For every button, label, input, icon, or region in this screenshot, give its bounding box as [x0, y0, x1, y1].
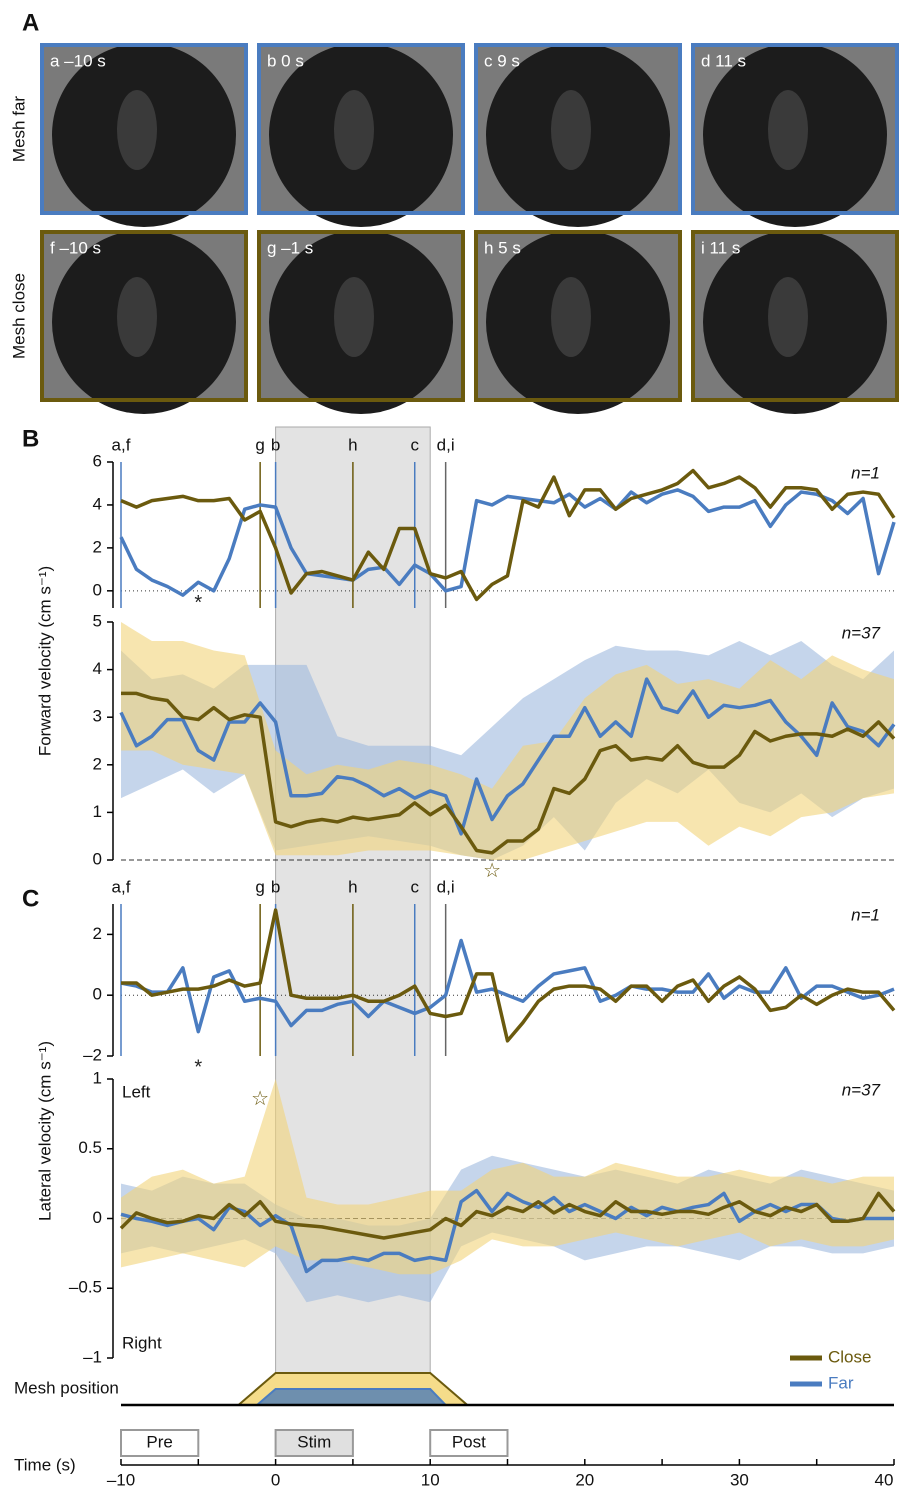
event-label: g	[255, 435, 264, 454]
y-tick-label: 1	[93, 1068, 102, 1087]
y-tick-label: 0	[93, 580, 102, 599]
event-label: a,f	[112, 877, 131, 896]
photo-frame	[691, 43, 899, 215]
photo-frame	[257, 43, 465, 215]
y-axis-title: Lateral velocity (cm s⁻¹)	[35, 1041, 54, 1221]
legend-label: Close	[828, 1347, 871, 1366]
annotation-symbol: ☆	[483, 860, 501, 882]
series-line	[120, 468, 896, 602]
frame-label: a –10 s	[50, 51, 106, 70]
series-line	[120, 938, 895, 1034]
mesh-far	[254, 1388, 449, 1406]
event-label: h	[348, 435, 357, 454]
annotation-symbol: ☆	[251, 1088, 269, 1110]
event-label: c	[410, 877, 419, 896]
x-tick-label: 10	[421, 1470, 440, 1489]
event-label: g	[255, 877, 264, 896]
phase-box	[120, 1429, 200, 1457]
cricket	[334, 277, 374, 357]
event-label: d,i	[437, 877, 455, 896]
event-label: b	[271, 435, 280, 454]
n-label: n=37	[842, 623, 881, 642]
y-tick-label: 1	[93, 802, 102, 821]
cricket	[117, 90, 157, 170]
annotation-symbol: *	[194, 592, 202, 614]
frame-label: f –10 s	[50, 238, 101, 257]
photo-frame	[474, 43, 682, 215]
series-line	[121, 691, 896, 855]
y-tick-label: 2	[93, 537, 102, 556]
cricket	[768, 90, 808, 170]
frame-label: h 5 s	[484, 238, 521, 257]
cricket	[768, 277, 808, 357]
series-line	[119, 488, 896, 597]
x-tick-label: 20	[575, 1470, 594, 1489]
series-line	[119, 1191, 896, 1240]
n-label: n=1	[851, 463, 880, 482]
annotation-symbol: *	[194, 1056, 202, 1078]
panel-label: C	[22, 885, 39, 912]
y-tick-label: 3	[93, 707, 102, 726]
direction-label: Left	[122, 1082, 151, 1101]
y-tick-label: –2	[83, 1045, 102, 1064]
phase-box	[429, 1429, 509, 1457]
event-label: a,f	[112, 435, 131, 454]
x-tick-label: 40	[875, 1470, 894, 1489]
photo-frame	[691, 230, 899, 402]
mesh-label: Mesh position	[14, 1378, 119, 1397]
n-label: n=37	[842, 1080, 881, 1099]
y-tick-label: 0	[93, 1208, 102, 1227]
direction-label: Right	[122, 1333, 162, 1352]
y-tick-label: –1	[83, 1347, 102, 1366]
phase-label: Post	[452, 1432, 486, 1451]
row-label: Mesh close	[9, 273, 28, 359]
y-tick-label: 4	[93, 494, 102, 513]
phase-label: Stim	[297, 1432, 331, 1451]
event-label: d,i	[437, 435, 455, 454]
y-tick-label: 0.5	[78, 1138, 102, 1157]
cricket	[334, 90, 374, 170]
series-line	[120, 1188, 894, 1274]
cricket	[117, 277, 157, 357]
x-tick-label: 0	[271, 1470, 280, 1489]
cricket	[551, 277, 591, 357]
n-label: n=1	[851, 905, 880, 924]
photo-frame	[474, 230, 682, 402]
photo-frame	[257, 230, 465, 402]
y-tick-label: 4	[93, 659, 102, 678]
y-axis-title: Forward velocity (cm s⁻¹)	[35, 566, 54, 756]
row-label: Mesh far	[9, 96, 28, 162]
legend-label: Far	[828, 1373, 854, 1392]
phase-label: Pre	[146, 1432, 172, 1451]
photo-frame	[40, 43, 248, 215]
panel-label: B	[22, 425, 39, 452]
event-label: c	[410, 435, 419, 454]
x-tick-label: 30	[730, 1470, 749, 1489]
y-tick-label: 0	[93, 985, 102, 1004]
phase-box	[274, 1429, 354, 1457]
panel-label: A	[22, 9, 39, 36]
frame-label: g –1 s	[267, 238, 313, 257]
x-axis-title: Time (s)	[14, 1455, 76, 1474]
event-label: b	[271, 877, 280, 896]
cricket	[551, 90, 591, 170]
frame-label: b 0 s	[267, 51, 304, 70]
series-line	[121, 908, 896, 1043]
frame-label: d 11 s	[701, 51, 746, 70]
frame-label: c 9 s	[484, 51, 520, 70]
event-label: h	[348, 877, 357, 896]
frame-label: i 11 s	[701, 238, 740, 257]
y-tick-label: 2	[93, 754, 102, 773]
y-tick-label: 0	[93, 849, 102, 868]
band	[121, 622, 894, 860]
x-tick-label: –10	[107, 1470, 135, 1489]
y-tick-label: –0.5	[69, 1278, 102, 1297]
y-tick-label: 5	[93, 611, 102, 630]
y-tick-label: 2	[93, 924, 102, 943]
photo-frame	[40, 230, 248, 402]
y-tick-label: 6	[93, 451, 102, 470]
